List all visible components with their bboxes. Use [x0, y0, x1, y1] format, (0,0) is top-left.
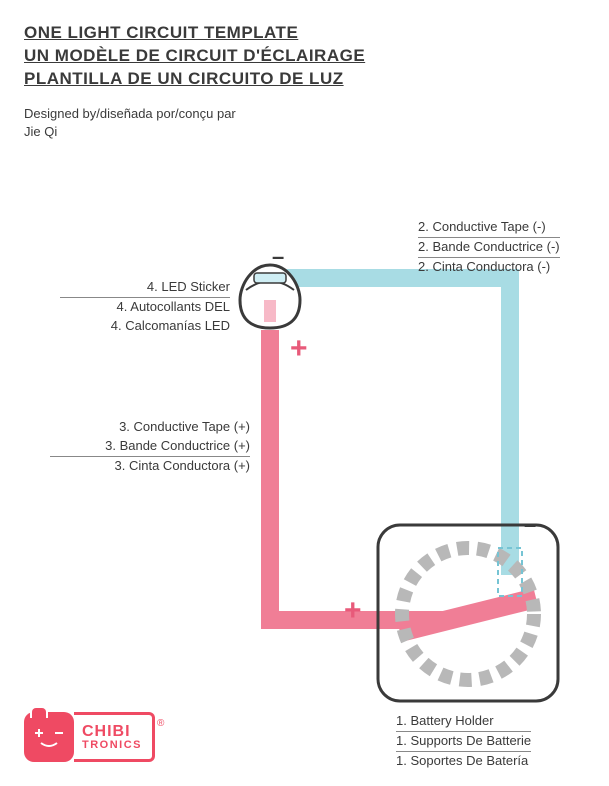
- label-tape-neg: 2. Conductive Tape (-) 2. Bande Conductr…: [418, 218, 560, 277]
- label-tape-neg-en: 2. Conductive Tape (-): [418, 218, 560, 238]
- logo-line2: TRONICS: [82, 740, 142, 751]
- label-led-fr: 4. Autocollants DEL: [60, 298, 230, 317]
- label-tape-pos-fr: 3. Bande Conductrice (+): [50, 437, 250, 457]
- label-led: 4. LED Sticker 4. Autocollants DEL 4. Ca…: [60, 278, 230, 336]
- label-tape-pos: 3. Conductive Tape (+) 3. Bande Conductr…: [50, 418, 250, 476]
- label-tape-neg-es: 2. Cinta Conductora (-): [418, 258, 560, 277]
- label-battery-es: 1. Soportes De Batería: [396, 752, 531, 771]
- registered-mark: ®: [157, 718, 164, 729]
- polarity-minus-top: –: [272, 244, 284, 270]
- circuit-diagram: [0, 0, 609, 786]
- tape-negative: [270, 278, 510, 575]
- label-tape-pos-en: 3. Conductive Tape (+): [50, 418, 250, 437]
- logo-face: [24, 712, 74, 762]
- label-tape-pos-es: 3. Cinta Conductora (+): [50, 457, 250, 476]
- polarity-plus-battery: +: [344, 594, 362, 628]
- label-led-es: 4. Calcomanías LED: [60, 317, 230, 336]
- polarity-plus-led: +: [290, 332, 308, 366]
- logo-badge-icon: [24, 712, 74, 762]
- label-battery-fr: 1. Supports De Batterie: [396, 732, 531, 752]
- label-battery-en: 1. Battery Holder: [396, 712, 531, 732]
- logo-line1: CHIBI: [82, 724, 142, 740]
- brand-logo: CHIBI TRONICS ®: [24, 712, 164, 762]
- label-led-en: 4. LED Sticker: [60, 278, 230, 298]
- label-tape-neg-fr: 2. Bande Conductrice (-): [418, 238, 560, 258]
- polarity-minus-battery: –: [524, 512, 536, 538]
- logo-text: CHIBI TRONICS: [74, 712, 155, 762]
- label-battery: 1. Battery Holder 1. Supports De Batteri…: [396, 712, 531, 771]
- led-sticker-icon: [240, 265, 300, 328]
